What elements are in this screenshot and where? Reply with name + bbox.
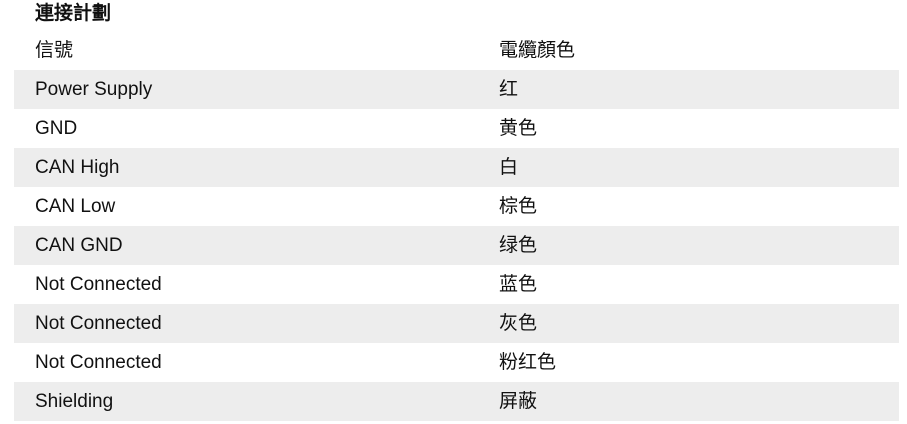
signal-cell: CAN GND bbox=[14, 226, 478, 265]
table-row: Not Connected 粉红色 bbox=[14, 343, 899, 382]
signal-cell: Shielding bbox=[14, 382, 478, 421]
signal-cell: CAN Low bbox=[35, 196, 116, 217]
table-row: CAN Low 棕色 bbox=[14, 187, 899, 226]
header-cable-color: 電纜顏色 bbox=[499, 40, 576, 61]
table-row: CAN GND 绿色 bbox=[14, 226, 899, 265]
cable-color-cell: 灰色 bbox=[478, 304, 899, 343]
table-header-row: 信號 電纜顏色 bbox=[14, 31, 899, 70]
cable-color-cell: 屏蔽 bbox=[478, 382, 899, 421]
table-row: Power Supply 红 bbox=[14, 70, 899, 109]
table-row: Not Connected 灰色 bbox=[14, 304, 899, 343]
table-row: Shielding 屏蔽 bbox=[14, 382, 899, 421]
table-row: GND 黄色 bbox=[14, 109, 899, 148]
section-title: 連接計劃 bbox=[35, 3, 112, 24]
table-row: CAN High 白 bbox=[14, 148, 899, 187]
signal-cell: GND bbox=[35, 118, 78, 139]
cable-color-cell: 棕色 bbox=[499, 196, 538, 217]
signal-cell: Not Connected bbox=[35, 352, 162, 373]
cable-color-cell: 白 bbox=[478, 148, 899, 187]
connection-table: 信號 電纜顏色 Power Supply 红 GND 黄色 CAN High 白 CAN L… bbox=[14, 31, 899, 421]
cable-color-cell: 绿色 bbox=[478, 226, 899, 265]
signal-cell: CAN High bbox=[14, 148, 478, 187]
cable-color-cell: 粉红色 bbox=[499, 352, 557, 373]
cable-color-cell: 蓝色 bbox=[499, 274, 538, 295]
header-signal: 信號 bbox=[35, 40, 74, 61]
cable-color-cell: 红 bbox=[478, 70, 899, 109]
signal-cell: Not Connected bbox=[35, 274, 162, 295]
signal-cell: Power Supply bbox=[14, 70, 478, 109]
table-row: Not Connected 蓝色 bbox=[14, 265, 899, 304]
signal-cell: Not Connected bbox=[14, 304, 478, 343]
cable-color-cell: 黄色 bbox=[499, 118, 538, 139]
